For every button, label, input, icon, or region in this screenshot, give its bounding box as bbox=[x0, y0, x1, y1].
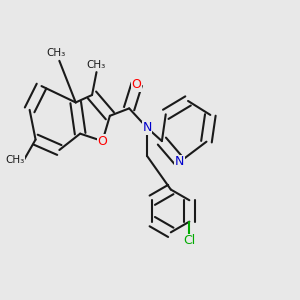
Text: O: O bbox=[132, 78, 142, 91]
Text: N: N bbox=[175, 155, 184, 168]
Text: CH₃: CH₃ bbox=[5, 155, 24, 165]
Text: N: N bbox=[142, 121, 152, 134]
Text: O: O bbox=[98, 135, 107, 148]
Text: CH₃: CH₃ bbox=[47, 48, 66, 59]
Text: CH₃: CH₃ bbox=[87, 60, 106, 70]
Text: Cl: Cl bbox=[183, 235, 196, 248]
